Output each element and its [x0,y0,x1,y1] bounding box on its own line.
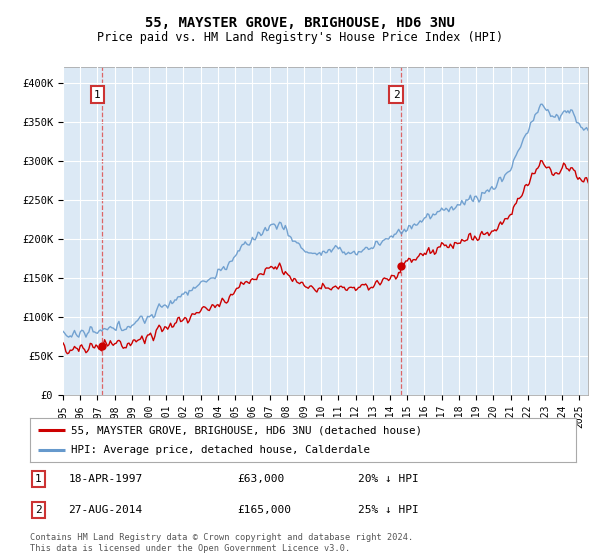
Text: 27-AUG-2014: 27-AUG-2014 [68,505,142,515]
Text: 55, MAYSTER GROVE, BRIGHOUSE, HD6 3NU (detached house): 55, MAYSTER GROVE, BRIGHOUSE, HD6 3NU (d… [71,425,422,435]
Text: 25% ↓ HPI: 25% ↓ HPI [358,505,418,515]
Text: 20% ↓ HPI: 20% ↓ HPI [358,474,418,484]
Text: 55, MAYSTER GROVE, BRIGHOUSE, HD6 3NU: 55, MAYSTER GROVE, BRIGHOUSE, HD6 3NU [145,16,455,30]
Text: 18-APR-1997: 18-APR-1997 [68,474,142,484]
Text: 1: 1 [35,474,41,484]
Text: 2: 2 [392,90,400,100]
Text: Contains HM Land Registry data © Crown copyright and database right 2024.
This d: Contains HM Land Registry data © Crown c… [30,533,413,553]
Text: 1: 1 [94,90,101,100]
Text: 2: 2 [35,505,41,515]
Text: Price paid vs. HM Land Registry's House Price Index (HPI): Price paid vs. HM Land Registry's House … [97,31,503,44]
Text: £165,000: £165,000 [238,505,292,515]
Text: £63,000: £63,000 [238,474,285,484]
Text: HPI: Average price, detached house, Calderdale: HPI: Average price, detached house, Cald… [71,445,370,455]
